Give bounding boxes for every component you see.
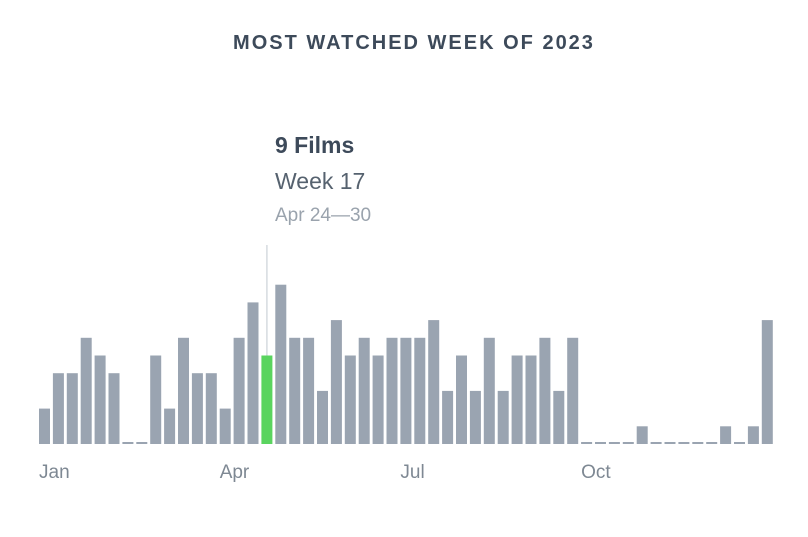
bar-week-38[interactable] (553, 390, 565, 444)
bar-week-13[interactable] (205, 373, 217, 444)
bar-week-1[interactable] (39, 408, 50, 444)
bar-week-48[interactable] (692, 442, 704, 444)
bar-week-45[interactable] (650, 442, 662, 444)
bar-week-44[interactable] (636, 426, 648, 444)
chart-title: MOST WATCHED WEEK OF 2023 (233, 32, 595, 54)
bar-week-42[interactable] (608, 442, 620, 444)
bar-week-51[interactable] (734, 442, 745, 444)
bar-week-18[interactable] (275, 284, 287, 444)
bar-week-16[interactable] (247, 302, 259, 444)
tooltip-films-count: 9 Films (275, 132, 355, 158)
bar-week-28[interactable] (414, 337, 426, 444)
tooltip-week-label: Week 17 (275, 168, 366, 194)
bar-week-11[interactable] (178, 337, 189, 444)
bar-week-27[interactable] (400, 337, 412, 444)
bar-week-50[interactable] (720, 426, 732, 444)
bar-week-7[interactable] (122, 442, 134, 444)
bar-week-9[interactable] (150, 355, 162, 445)
x-tick-label-jan: Jan (39, 462, 70, 483)
bar-week-33[interactable] (483, 337, 495, 444)
x-tick-label-apr: Apr (220, 462, 250, 483)
bar-week-20[interactable] (303, 337, 315, 444)
bar-week-8[interactable] (136, 442, 148, 444)
bar-week-34[interactable] (497, 390, 509, 444)
bar-week-19[interactable] (289, 337, 301, 444)
bar-week-39[interactable] (567, 337, 579, 444)
bar-week-26[interactable] (386, 337, 398, 444)
bar-week-2[interactable] (52, 373, 64, 444)
bar-week-32[interactable] (469, 390, 481, 444)
bar-week-29[interactable] (428, 320, 440, 444)
bar-week-46[interactable] (664, 442, 676, 444)
bar-week-30[interactable] (442, 390, 454, 444)
bar-week-40[interactable] (581, 442, 593, 444)
bar-week-35[interactable] (511, 355, 523, 445)
bar-week-52[interactable] (747, 426, 759, 444)
bar-week-37[interactable] (539, 337, 551, 444)
bar-week-21[interactable] (317, 390, 328, 444)
bar-week-47[interactable] (678, 442, 690, 444)
bar-week-10[interactable] (164, 408, 176, 444)
bar-week-3[interactable] (66, 373, 78, 444)
bar-week-31[interactable] (456, 355, 467, 445)
bar-week-12[interactable] (191, 373, 203, 444)
bar-week-5[interactable] (94, 355, 106, 445)
bar-week-15[interactable] (233, 337, 245, 444)
bar-week-43[interactable] (622, 442, 634, 444)
x-tick-label-jul: Jul (400, 462, 424, 483)
bar-week-23[interactable] (344, 355, 356, 445)
bar-week-25[interactable] (372, 355, 384, 445)
x-tick-label-oct: Oct (581, 462, 611, 483)
week-tooltip: 9 Films Week 17 Apr 24—30 (275, 130, 371, 230)
bar-week-41[interactable] (595, 442, 606, 444)
bar-week-24[interactable] (358, 337, 370, 444)
bar-week-49[interactable] (706, 442, 718, 444)
bar-week-14[interactable] (219, 408, 231, 444)
bar-week-6[interactable] (108, 373, 120, 444)
bar-week-53[interactable] (761, 320, 773, 444)
bar-week-17-highlighted[interactable] (261, 355, 273, 445)
bar-week-36[interactable] (525, 355, 537, 445)
tooltip-date-range: Apr 24—30 (275, 205, 372, 226)
bar-week-4[interactable] (80, 337, 92, 444)
bar-week-22[interactable] (330, 320, 342, 444)
